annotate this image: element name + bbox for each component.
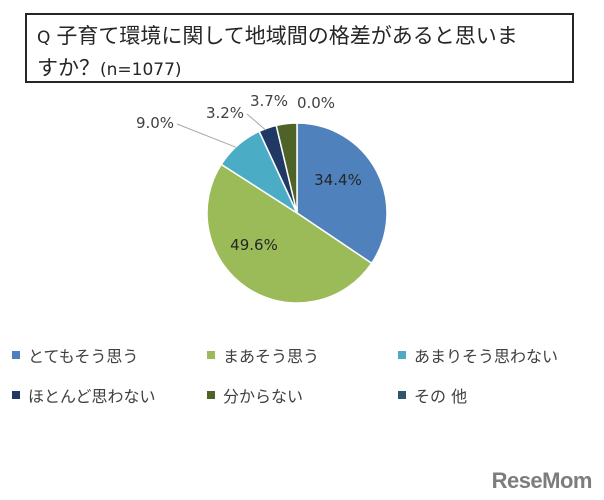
- sample-size-note: (n=1077): [100, 60, 182, 80]
- legend-item: とてもそう思う: [12, 343, 138, 367]
- pie-slice: [206, 163, 373, 304]
- legend-label: 分からない: [223, 387, 304, 406]
- leader-line: [176, 123, 237, 148]
- legend-swatch: [12, 351, 20, 359]
- legend-swatch: [12, 391, 20, 399]
- legend-label: とてもそう思う: [28, 347, 139, 366]
- chart-title-line2: すか？(n=1077): [37, 53, 562, 85]
- legend-swatch: [207, 351, 215, 359]
- legend-item: 分からない: [207, 383, 303, 407]
- data-label: 49.6%: [230, 236, 278, 254]
- title-text-line1: 子育て環境に関して地域間の格差があると思いま: [56, 24, 518, 48]
- legend-item: ほとんど思わない: [12, 383, 156, 407]
- legend-label: まあそう思う: [223, 347, 320, 366]
- legend-label: あまりそう思わない: [414, 347, 559, 366]
- data-label: 0.0%: [297, 94, 335, 112]
- chart-legend: とてもそう思う まあそう思う あまりそう思わないほとんど思わない 分からない その 他: [12, 343, 602, 423]
- legend-swatch: [398, 391, 406, 399]
- data-label: 3.7%: [250, 92, 288, 110]
- chart-title-line1: Q 子育て環境に関して地域間の格差があると思いま: [37, 21, 562, 53]
- data-label: 9.0%: [136, 114, 174, 132]
- legend-item: その 他: [398, 383, 467, 407]
- pie-slice: [275, 122, 298, 214]
- question-mark: Q: [37, 28, 51, 48]
- leader-line: [246, 113, 266, 131]
- data-label: 3.2%: [206, 104, 244, 122]
- legend-swatch: [398, 351, 406, 359]
- title-text-line2: すか？: [37, 56, 100, 80]
- legend-label: ほとんど思わない: [28, 387, 156, 406]
- brand-logo: ReseMom: [491, 468, 593, 493]
- pie-slice: [296, 122, 388, 265]
- legend-item: あまりそう思わない: [398, 343, 558, 367]
- legend-item: まあそう思う: [207, 343, 319, 367]
- legend-swatch: [207, 391, 215, 399]
- pie-chart: 34.4% 49.6% 9.0% 3.2% 3.7% 0.0%: [136, 92, 388, 304]
- chart-title: Q 子育て環境に関して地域間の格差があると思いま すか？(n=1077): [25, 13, 574, 83]
- legend-label: その 他: [414, 387, 468, 406]
- data-label: 34.4%: [314, 171, 362, 189]
